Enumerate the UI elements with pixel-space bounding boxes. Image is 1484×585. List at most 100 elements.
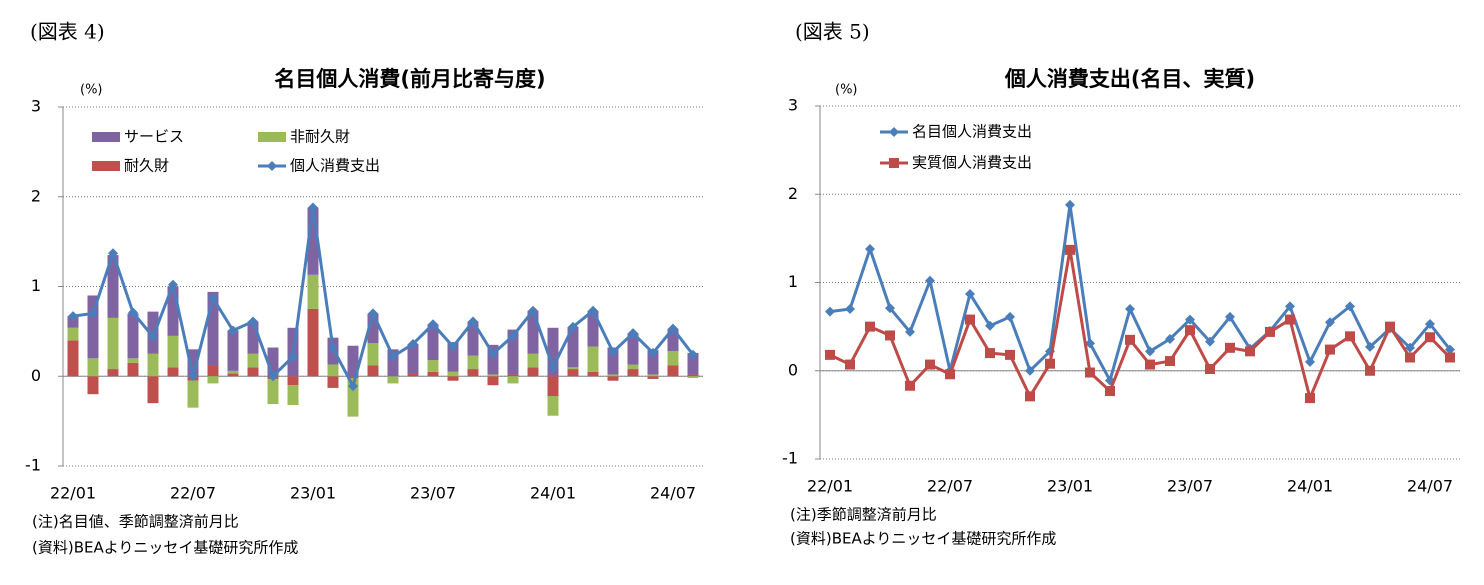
bar-segment	[127, 313, 139, 359]
y-tick-label: 1	[788, 272, 798, 291]
point	[1225, 311, 1235, 322]
point	[905, 326, 915, 337]
point	[825, 349, 835, 360]
x-tick-label: 23/01	[1047, 477, 1093, 496]
series-line	[829, 204, 1452, 385]
point	[288, 351, 298, 362]
bar-segment	[267, 347, 279, 377]
legend-swatch	[92, 132, 120, 142]
bar-segment	[407, 373, 419, 377]
point	[1125, 334, 1135, 345]
point	[188, 371, 198, 382]
point	[1365, 341, 1375, 352]
bar-segment	[607, 376, 619, 381]
y-tick-label: -1	[25, 456, 41, 475]
bar-segment	[687, 352, 699, 375]
point	[1165, 333, 1175, 344]
point	[668, 323, 678, 334]
bar-segment	[567, 326, 579, 368]
point	[208, 293, 218, 304]
bar-segment	[227, 373, 239, 377]
bar-segment	[367, 365, 379, 377]
point	[548, 362, 558, 373]
bar-segment	[467, 369, 479, 377]
bar-segment	[587, 310, 599, 347]
bar-segment	[647, 350, 659, 375]
bar-segment	[667, 365, 679, 377]
point	[985, 348, 995, 359]
point	[1305, 393, 1315, 404]
legend-label: サービス	[124, 128, 184, 146]
point	[248, 316, 258, 327]
point	[1285, 301, 1295, 312]
bar-segment	[547, 395, 559, 416]
bar-segment	[547, 327, 559, 377]
bar-segment	[507, 376, 519, 384]
bar-segment	[167, 367, 179, 377]
bar-segment	[587, 346, 599, 372]
note: (注)季節調整済前月比	[790, 506, 937, 524]
point	[865, 321, 875, 332]
point	[508, 330, 518, 341]
point	[1345, 331, 1355, 342]
bar-segment	[607, 374, 619, 377]
bar-segment	[627, 364, 639, 370]
x-tick-label: 23/01	[290, 484, 336, 503]
bar-segment	[427, 371, 439, 377]
bar-segment	[187, 349, 199, 377]
point	[1105, 386, 1115, 397]
point	[448, 341, 458, 352]
bar-segment	[687, 374, 699, 377]
point	[1205, 363, 1215, 374]
bar-segment	[447, 342, 459, 372]
legend-label: 実質個人消費支出	[912, 154, 1032, 172]
y-tick-label: 0	[31, 366, 41, 385]
bar-segment	[87, 358, 99, 377]
point	[1205, 336, 1215, 347]
point	[1325, 344, 1335, 355]
point	[1385, 321, 1395, 332]
x-tick-label: 24/07	[1407, 477, 1453, 496]
point	[428, 319, 438, 330]
bar-segment	[467, 355, 479, 370]
bar-segment	[487, 374, 499, 377]
point	[1025, 365, 1035, 376]
series-line	[829, 249, 1452, 403]
point	[925, 275, 935, 286]
bar-segment	[207, 365, 219, 377]
point	[1425, 318, 1435, 329]
bar-segment	[347, 345, 359, 377]
point	[1005, 311, 1015, 322]
point	[628, 328, 638, 339]
bar-segment	[387, 376, 399, 384]
y-unit: (%)	[835, 83, 858, 98]
bar-segment	[207, 376, 219, 384]
bar-segment	[407, 343, 419, 374]
point	[1445, 344, 1455, 355]
bar-segment	[87, 295, 99, 359]
point	[1005, 349, 1015, 360]
bar-segment	[167, 286, 179, 336]
legend-label: 非耐久財	[290, 128, 350, 146]
x-tick-label: 22/07	[927, 477, 973, 496]
legend-swatch	[258, 132, 286, 142]
point	[1025, 391, 1035, 402]
x-tick-label: 24/01	[1287, 477, 1333, 496]
x-tick-label: 24/07	[650, 484, 696, 503]
point	[1085, 367, 1095, 378]
point	[1405, 352, 1415, 363]
x-tick-label: 23/07	[1167, 477, 1213, 496]
point	[905, 380, 915, 391]
bar-segment	[447, 371, 459, 377]
point	[1405, 342, 1415, 353]
chart-title: 個人消費支出(名目、実質)	[1004, 67, 1255, 91]
point	[1145, 359, 1155, 370]
y-tick-label: 3	[31, 97, 41, 116]
bar-segment	[267, 378, 279, 405]
bar-segment	[667, 328, 679, 352]
bar-segment	[347, 378, 359, 417]
point	[1325, 317, 1335, 328]
point	[108, 248, 118, 259]
bar-segment	[487, 376, 499, 386]
point	[1305, 356, 1315, 367]
